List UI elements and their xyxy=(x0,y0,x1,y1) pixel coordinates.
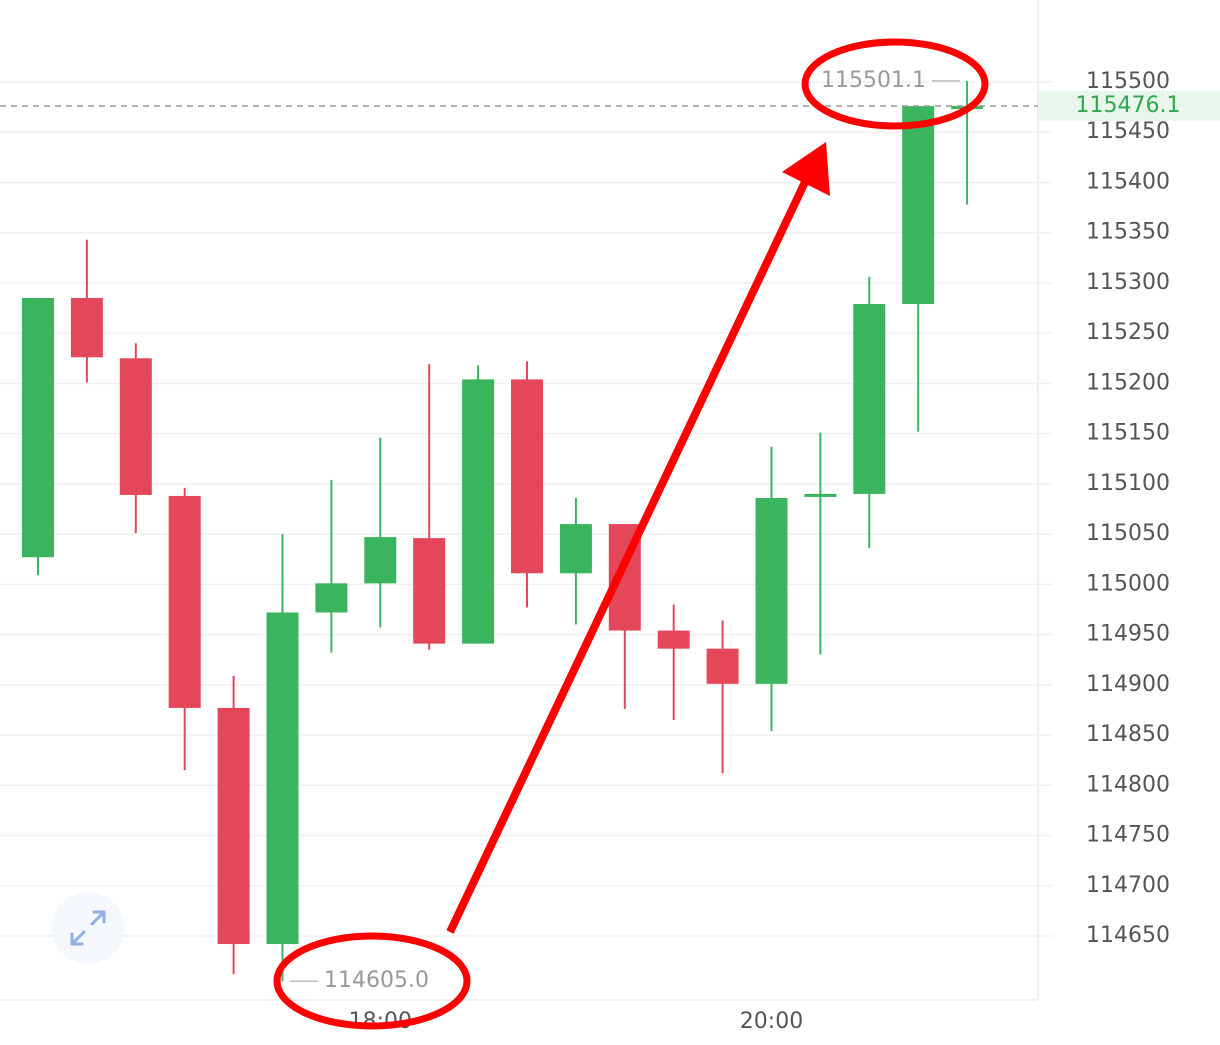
y-tick-label: 115350 xyxy=(1086,220,1170,245)
candle-body xyxy=(511,379,543,574)
candle-body xyxy=(119,358,152,495)
y-tick-label: 114650 xyxy=(1086,923,1170,948)
y-tick-label: 114750 xyxy=(1086,823,1170,848)
y-tick-label: 115250 xyxy=(1086,320,1170,345)
y-tick-label: 115500 xyxy=(1086,69,1170,94)
expand-icon[interactable] xyxy=(70,910,106,946)
annotation-label: 114605.0 xyxy=(324,968,429,993)
highlight-circle xyxy=(801,38,989,130)
candle-body xyxy=(755,497,788,684)
drawn-markup xyxy=(273,38,989,1030)
y-tick-label: 115000 xyxy=(1086,571,1170,596)
candle-body xyxy=(315,583,348,613)
candle-body xyxy=(804,493,837,497)
grid: 115500 115450 115400 115350 115300 115250 1152… xyxy=(0,69,1170,948)
candle-body xyxy=(22,298,54,558)
candle-body xyxy=(559,524,592,574)
candles: 18:00 20:00 xyxy=(22,80,984,1034)
highlight-circle xyxy=(273,932,471,1030)
candle-body xyxy=(657,630,690,649)
y-tick-label: 114800 xyxy=(1086,772,1170,797)
y-tick-label: 115400 xyxy=(1086,169,1170,194)
candle-body xyxy=(853,304,886,494)
arrow-shaft xyxy=(446,178,810,934)
expand-button-bg[interactable] xyxy=(52,892,124,964)
last-price-bg xyxy=(1038,90,1220,121)
candle-body xyxy=(168,495,201,708)
x-tick-label: 20:00 xyxy=(740,1009,803,1034)
y-tick-label: 115100 xyxy=(1086,471,1170,496)
last-price-label: 115476.1 xyxy=(1076,93,1181,118)
y-tick-label: 115300 xyxy=(1086,270,1170,295)
annotation-label: 115501.1 xyxy=(821,68,926,93)
y-tick-label: 114950 xyxy=(1086,622,1170,647)
candle-body xyxy=(70,298,103,358)
y-tick-label: 115150 xyxy=(1086,421,1170,446)
candle-body xyxy=(217,707,250,945)
candle-body xyxy=(266,612,299,945)
arrow-head xyxy=(782,142,830,196)
expand-button[interactable] xyxy=(52,892,124,964)
y-tick-label: 114700 xyxy=(1086,873,1170,898)
y-tick-label: 114850 xyxy=(1086,722,1170,747)
candle-body xyxy=(462,379,495,644)
overlays: 115476.1 115501.1 114605.0 xyxy=(0,68,1220,993)
y-tick-label: 115050 xyxy=(1086,521,1170,546)
y-tick-label: 115450 xyxy=(1086,119,1170,144)
candle-body xyxy=(364,537,397,584)
candle-body xyxy=(706,648,739,684)
candle-body xyxy=(902,106,935,305)
y-tick-label: 114900 xyxy=(1086,672,1170,697)
y-tick-label: 115200 xyxy=(1086,370,1170,395)
candle-body xyxy=(413,538,446,644)
